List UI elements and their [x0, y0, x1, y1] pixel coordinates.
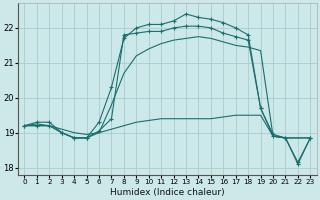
X-axis label: Humidex (Indice chaleur): Humidex (Indice chaleur): [110, 188, 225, 197]
